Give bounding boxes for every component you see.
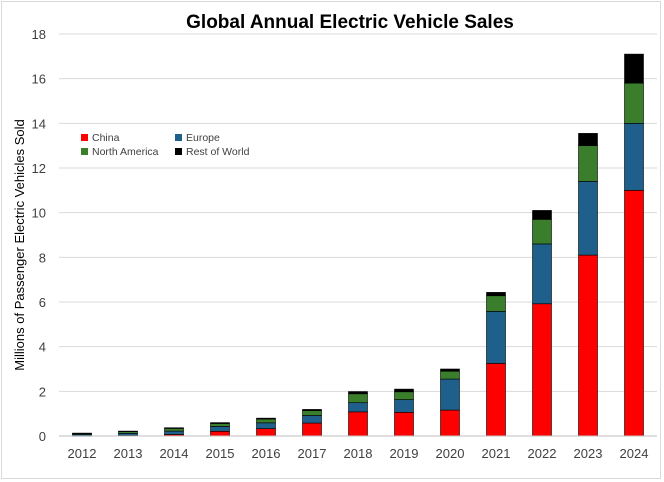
legend-swatch [175,148,182,155]
x-tick-label: 2023 [574,446,603,461]
x-tick-label: 2019 [390,446,419,461]
bar-segment-china [486,363,506,437]
y-tick-label: 14 [32,116,46,131]
x-tick-label: 2020 [436,446,465,461]
y-tick-label: 4 [39,340,46,355]
bar-segment-north-america [210,423,230,427]
bar-segment-north-america [440,370,460,380]
bar-segment-north-america [394,391,414,400]
legend: China Europe North America Rest of World [81,132,250,158]
bar-segment-china [256,428,276,437]
bar-segment-rest-of-world [256,417,276,420]
legend-label: Europe [186,132,220,144]
bar-segment-rest-of-world [624,53,644,84]
bar-segment-china [578,254,598,437]
x-tick-label: 2024 [620,446,649,461]
bar-segment-europe [256,422,276,429]
bar-segment-north-america [256,418,276,424]
bar-segment-north-america [486,295,506,312]
chart-title: Global Annual Electric Vehicle Sales [186,12,514,33]
legend-swatch [81,148,88,155]
gridlines [59,33,657,392]
bar-segment-rest-of-world [440,368,460,372]
bar-segment-europe [210,426,230,432]
legend-swatch [175,134,182,141]
x-tick-label: 2012 [68,446,97,461]
y-axis-label: Millions of Passenger Electric Vehicles … [12,119,27,370]
x-tick-label: 2015 [206,446,235,461]
bar-segment-north-america [164,428,184,432]
y-tick-label: 6 [39,295,46,310]
legend-swatch [81,134,88,141]
y-tick-label: 18 [32,27,46,42]
bar-segment-europe [348,402,368,413]
bar-segment-china [210,431,230,437]
y-tick-label: 0 [39,429,46,444]
bar-segment-china [302,422,322,437]
x-tick-label: 2022 [528,446,557,461]
x-tick-label: 2017 [298,446,327,461]
x-tick-label: 2018 [344,446,373,461]
bar-segment-europe [486,311,506,364]
bar-segment-rest-of-world [302,409,322,411]
bar-segment-china [440,409,460,437]
bar-segment-china [532,303,552,437]
bar-segment-north-america [624,82,644,124]
x-tick-label: 2013 [114,446,143,461]
y-tick-label: 16 [32,72,46,87]
bar-segment-china [348,411,368,437]
bar-segment-rest-of-world [578,133,598,146]
legend-label: North America [92,146,159,158]
bar-segment-europe [302,415,322,424]
bar-segment-europe [440,378,460,411]
bar-segment-europe [164,430,184,435]
y-tick-label: 10 [32,206,46,221]
bar-segment-rest-of-world [118,430,138,432]
bar-segment-rest-of-world [210,422,230,424]
bar-segment-europe [624,123,644,191]
bar-segment-rest-of-world [532,210,552,220]
bar-segment-rest-of-world [348,391,368,395]
bar-segment-china [394,412,414,437]
bar-segment-china [624,190,644,437]
bar-segment-europe [532,243,552,305]
bar-segment-rest-of-world [394,388,414,393]
y-tick-label: 12 [32,161,46,176]
x-tick-label: 2016 [252,446,281,461]
bar-segment-north-america [302,410,322,416]
bars-group [72,53,644,437]
bar-segment-rest-of-world [164,427,184,429]
bar-segment-north-america [348,393,368,404]
legend-label: China [92,132,120,144]
x-tick-label: 2021 [482,446,511,461]
bar-segment-north-america [578,145,598,182]
y-tick-label: 2 [39,384,46,399]
bar-segment-north-america [532,219,552,245]
legend-label: Rest of World [186,146,250,158]
bar-segment-rest-of-world [72,432,92,434]
x-tick-label: 2014 [160,446,189,461]
y-tick-label: 8 [39,250,46,265]
axes: 0 2 4 6 8 10 12 14 16 18 2012 2013 2014 2015 2016 2017 2… [32,27,657,461]
bar-segment-europe [578,181,598,256]
bar-segment-rest-of-world [486,292,506,297]
bar-segment-europe [118,433,138,436]
bar-segment-europe [394,399,414,413]
